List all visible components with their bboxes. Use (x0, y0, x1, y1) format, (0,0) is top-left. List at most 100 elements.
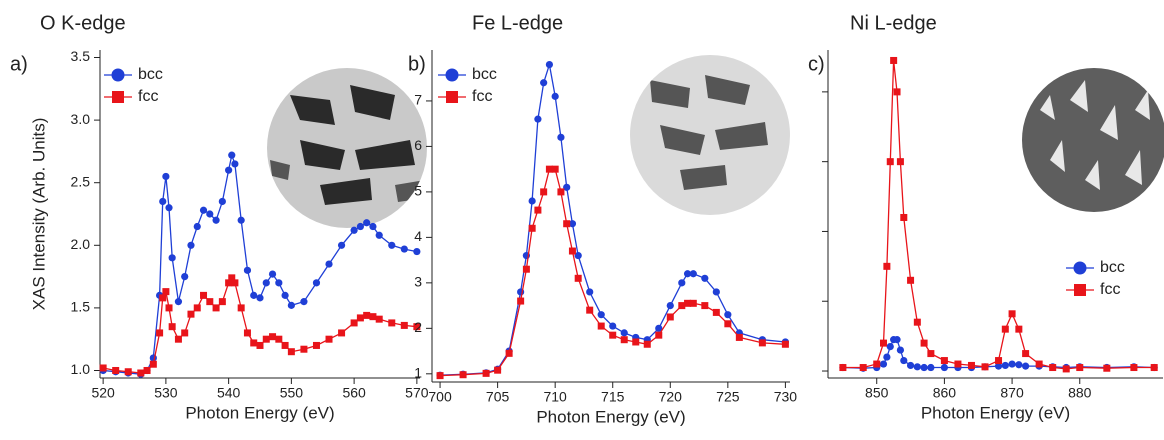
data-point (907, 276, 915, 284)
data-point (168, 323, 176, 331)
legend-marker (446, 91, 458, 103)
data-point (893, 88, 901, 96)
data-point (893, 336, 901, 344)
data-point (954, 360, 962, 368)
data-point (228, 151, 236, 159)
x-tick-label: 520 (91, 385, 115, 401)
data-point (350, 226, 358, 234)
legend-label: fcc (138, 88, 158, 105)
legend-marker (1073, 261, 1087, 275)
data-point (568, 220, 577, 228)
data-point (1103, 364, 1111, 372)
data-point (859, 364, 867, 372)
data-point (193, 222, 201, 231)
data-point (1015, 361, 1023, 369)
data-point (218, 197, 226, 206)
data-point (337, 241, 346, 249)
data-point (400, 321, 408, 329)
inset-image-a (267, 68, 427, 228)
x-tick-label: 570 (405, 385, 429, 401)
x-tick-label: 850 (865, 385, 889, 401)
panel-label: b) (408, 53, 426, 75)
legend-label: bcc (1100, 259, 1125, 276)
data-point (655, 331, 663, 339)
data-point (436, 372, 444, 380)
data-point (262, 279, 270, 287)
data-point (920, 363, 928, 372)
data-point (388, 319, 396, 327)
data-point (212, 216, 220, 224)
y-axis-label: XAS Intensity (Arb. Units) (29, 118, 48, 311)
data-point (557, 188, 565, 196)
data-point (187, 241, 195, 249)
data-point (325, 335, 333, 343)
data-point (375, 315, 383, 323)
data-point (886, 158, 894, 166)
data-point (225, 166, 233, 174)
data-point (1130, 364, 1138, 372)
data-point (913, 363, 921, 371)
data-point (540, 188, 548, 196)
data-point (112, 366, 120, 374)
y-tick-label: 5 (414, 183, 422, 199)
data-point (1076, 364, 1084, 372)
data-point (356, 222, 364, 231)
data-point (159, 294, 167, 302)
legend-marker (111, 68, 125, 82)
data-point (545, 165, 553, 173)
data-point (459, 371, 467, 379)
data-point (1022, 350, 1030, 358)
data-point (231, 279, 239, 287)
data-point (369, 222, 377, 231)
data-point (890, 56, 898, 64)
x-tick-label: 530 (154, 385, 178, 401)
data-point (620, 329, 628, 337)
data-point (597, 311, 605, 319)
data-point (873, 360, 881, 368)
data-point (413, 323, 421, 331)
x-tick-label: 700 (428, 389, 452, 405)
data-point (237, 216, 245, 224)
data-point (551, 165, 559, 173)
data-point (156, 329, 164, 337)
data-point (701, 274, 709, 282)
data-point (927, 350, 935, 358)
data-point (940, 357, 948, 365)
data-point (839, 364, 847, 372)
y-tick-label: 2.5 (71, 173, 91, 189)
data-point (886, 342, 894, 351)
data-point (212, 304, 220, 312)
y-tick-label: 2 (414, 319, 422, 335)
data-point (281, 291, 289, 299)
legend-label: bcc (472, 66, 497, 83)
data-point (1001, 325, 1009, 333)
data-point (620, 336, 628, 344)
y-tick-label: 3.5 (71, 48, 91, 64)
data-point (883, 262, 891, 270)
legend-label: bcc (138, 66, 163, 83)
data-point (363, 219, 371, 227)
data-point (574, 274, 582, 282)
data-point (494, 366, 502, 374)
data-point (551, 92, 559, 100)
data-point (879, 360, 888, 368)
data-point (369, 313, 377, 321)
data-point (287, 301, 295, 309)
y-tick-label: 1.0 (71, 361, 91, 377)
legend-label: fcc (472, 88, 492, 105)
data-point (724, 320, 732, 328)
data-point (338, 329, 346, 337)
data-point (256, 294, 264, 302)
data-point (900, 213, 908, 221)
panel-label: a) (10, 53, 28, 75)
data-point (218, 298, 226, 306)
data-point (312, 279, 321, 287)
data-point (206, 298, 214, 306)
data-point (1150, 364, 1158, 372)
data-point (149, 360, 157, 368)
data-point (586, 288, 594, 296)
data-point (528, 224, 536, 232)
data-point (187, 310, 195, 318)
data-point (689, 299, 697, 307)
